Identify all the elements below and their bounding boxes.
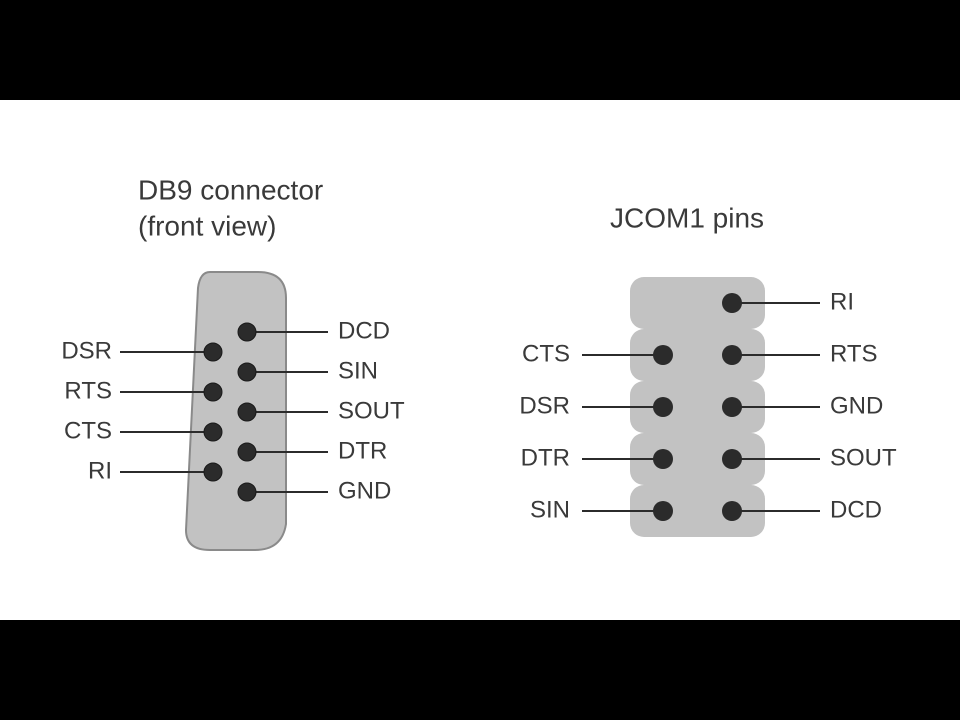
jcom1-pin-left-1 [653, 345, 673, 365]
db9-pin-left-1 [204, 383, 222, 401]
db9-label-left-0: DSR [61, 337, 112, 364]
jcom1-pin-left-3 [653, 449, 673, 469]
jcom1-label-right-1: RTS [830, 340, 878, 367]
db9-pin-right-0 [238, 323, 256, 341]
db9-label-left-2: CTS [64, 417, 112, 444]
jcom1-title: JCOM1 pins [610, 202, 764, 233]
db9-pin-right-1 [238, 363, 256, 381]
jcom1-label-left-1: CTS [522, 340, 570, 367]
db9-label-left-3: RI [88, 457, 112, 484]
jcom1-label-left-3: DTR [521, 444, 570, 471]
jcom1-pin-right-4 [722, 501, 742, 521]
db9-pin-left-0 [204, 343, 222, 361]
jcom1-pin-right-1 [722, 345, 742, 365]
db9-title-line2: (front view) [138, 210, 276, 241]
jcom1-pin-right-2 [722, 397, 742, 417]
db9-label-left-1: RTS [64, 377, 112, 404]
db9-pin-left-3 [204, 463, 222, 481]
db9-title-line1: DB9 connector [138, 174, 323, 205]
db9-label-right-1: SIN [338, 357, 378, 384]
db9-pin-right-3 [238, 443, 256, 461]
db9-label-right-2: SOUT [338, 397, 405, 424]
jcom1-pin-left-2 [653, 397, 673, 417]
pinout-diagram: DB9 connector (front view) DCD SIN SOUT DTR GN… [0, 100, 960, 620]
jcom1-label-left-2: DSR [519, 392, 570, 419]
db9-pin-right-2 [238, 403, 256, 421]
jcom1-pin-right-3 [722, 449, 742, 469]
db9-pin-right-4 [238, 483, 256, 501]
jcom1-label-right-2: GND [830, 392, 883, 419]
jcom1-label-right-0: RI [830, 288, 854, 315]
jcom1-label-right-3: SOUT [830, 444, 897, 471]
jcom1-label-right-4: DCD [830, 496, 882, 523]
db9-label-right-3: DTR [338, 437, 387, 464]
jcom1-pin-left-4 [653, 501, 673, 521]
jcom1-label-left-4: SIN [530, 496, 570, 523]
jcom1-pin-right-0 [722, 293, 742, 313]
db9-pin-left-2 [204, 423, 222, 441]
db9-label-right-0: DCD [338, 317, 390, 344]
db9-label-right-4: GND [338, 477, 391, 504]
diagram-panel: DB9 connector (front view) DCD SIN SOUT DTR GN… [0, 100, 960, 620]
